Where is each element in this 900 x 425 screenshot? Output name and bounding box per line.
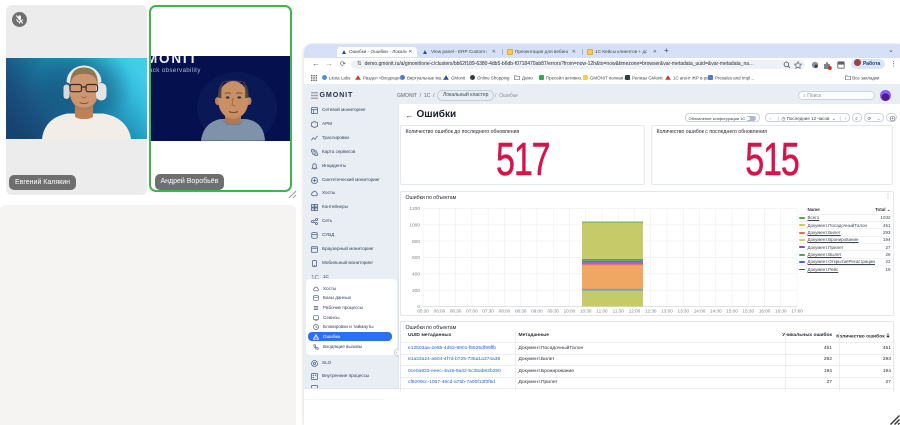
svg-text:15:30: 15:30	[742, 308, 754, 313]
svg-text:07:00: 07:00	[466, 308, 478, 313]
svg-text:0: 0	[417, 304, 420, 310]
svg-text:13:00: 13:00	[661, 308, 673, 313]
svg-text:11:30: 11:30	[612, 308, 624, 313]
svg-text:14:30: 14:30	[710, 308, 722, 313]
svg-text:10:00: 10:00	[563, 308, 575, 313]
svg-text:08:30: 08:30	[514, 308, 526, 313]
svg-text:200: 200	[411, 287, 419, 293]
svg-text:16:30: 16:30	[775, 308, 787, 313]
svg-text:08:00: 08:00	[498, 308, 510, 313]
svg-text:11:00: 11:00	[596, 308, 608, 313]
svg-text:1000: 1000	[409, 222, 420, 228]
svg-text:13:30: 13:30	[677, 308, 689, 313]
svg-text:800: 800	[411, 238, 419, 244]
svg-text:05:30: 05:30	[417, 308, 429, 313]
svg-text:06:30: 06:30	[449, 308, 461, 313]
svg-text:1С: 1С	[311, 275, 319, 281]
svg-text:15:00: 15:00	[726, 308, 738, 313]
svg-text:1200: 1200	[409, 206, 420, 212]
svg-text:09:00: 09:00	[531, 308, 543, 313]
svg-text:09:30: 09:30	[547, 308, 559, 313]
svg-text:16:00: 16:00	[758, 308, 770, 313]
svg-text:600: 600	[411, 255, 419, 261]
svg-text:12:30: 12:30	[644, 308, 656, 313]
svg-text:400: 400	[411, 271, 419, 277]
svg-text:12:00: 12:00	[628, 308, 640, 313]
svg-text:07:30: 07:30	[482, 308, 494, 313]
svg-text:06:00: 06:00	[433, 308, 445, 313]
svg-text:17:00: 17:00	[791, 308, 803, 313]
svg-text:10:30: 10:30	[579, 308, 591, 313]
svg-text:14:00: 14:00	[693, 308, 705, 313]
